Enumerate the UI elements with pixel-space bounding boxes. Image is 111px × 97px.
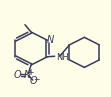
Text: O: O [30,76,38,86]
Text: N: N [24,70,31,80]
Text: O: O [13,70,21,80]
Text: NH: NH [56,53,69,62]
Text: −: − [33,75,40,84]
Text: N: N [46,35,54,45]
Text: +: + [27,68,33,77]
